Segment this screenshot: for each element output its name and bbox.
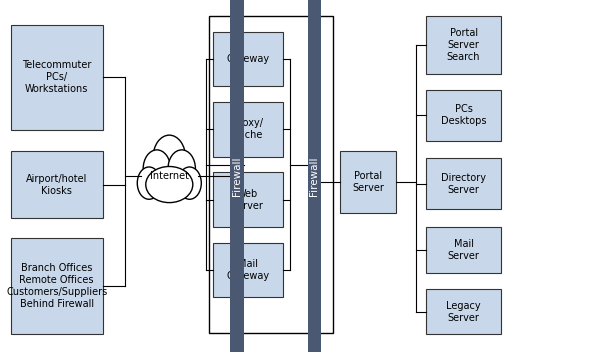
Ellipse shape	[168, 150, 195, 188]
Ellipse shape	[137, 167, 161, 199]
Text: Web
Server: Web Server	[232, 189, 264, 211]
Text: Legacy
Server: Legacy Server	[446, 301, 481, 322]
Ellipse shape	[178, 167, 201, 199]
Bar	[11, 151, 103, 218]
Bar	[213, 243, 283, 297]
Bar	[308, 0, 321, 352]
Bar	[213, 172, 283, 227]
Text: Portal
Server
Search: Portal Server Search	[447, 28, 481, 62]
Text: PCs
Desktops: PCs Desktops	[441, 104, 486, 126]
Bar	[426, 16, 501, 74]
Bar	[213, 32, 283, 86]
Ellipse shape	[143, 150, 170, 188]
Text: Portal
Server: Portal Server	[352, 171, 384, 193]
Bar	[426, 289, 501, 334]
Ellipse shape	[146, 166, 193, 203]
Text: Gateway: Gateway	[226, 54, 269, 64]
Ellipse shape	[137, 138, 202, 214]
Bar	[11, 238, 103, 334]
Bar	[230, 0, 244, 352]
Text: Proxy/
Cache: Proxy/ Cache	[232, 118, 263, 140]
Text: Firewall: Firewall	[309, 156, 319, 196]
Text: Directory
Server: Directory Server	[441, 173, 486, 195]
Bar	[209, 16, 333, 333]
Text: Internet: Internet	[150, 171, 189, 181]
Bar	[11, 25, 103, 130]
Text: Firewall: Firewall	[232, 156, 242, 196]
Text: Telecommuter
PCs/
Workstations: Telecommuter PCs/ Workstations	[22, 61, 91, 94]
Bar	[340, 151, 396, 213]
Bar	[426, 90, 501, 141]
Bar	[213, 102, 283, 157]
Text: Mail
Server: Mail Server	[448, 239, 479, 261]
Text: Mail
Gateway: Mail Gateway	[226, 259, 269, 281]
Text: Branch Offices
Remote Offices
Customers/Suppliers
Behind Firewall: Branch Offices Remote Offices Customers/…	[6, 263, 108, 309]
Bar	[426, 227, 501, 273]
Ellipse shape	[153, 135, 185, 181]
Text: Airport/hotel
Kiosks: Airport/hotel Kiosks	[26, 174, 87, 196]
Bar	[426, 158, 501, 209]
